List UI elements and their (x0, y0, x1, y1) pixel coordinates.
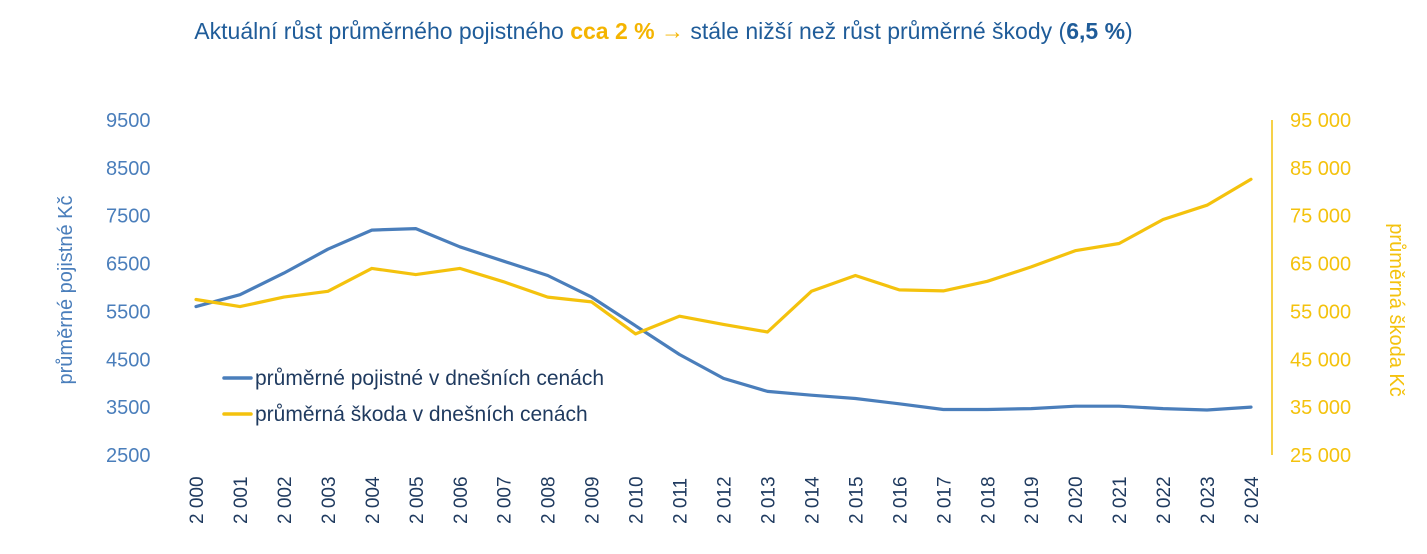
x-tick-label: 2 013 (758, 476, 779, 524)
title-part1: Aktuální růst průměrného pojistného (194, 18, 571, 44)
legend-label-1: průměrné pojistné v dnešních cenách (255, 367, 604, 390)
x-tick-label: 2 008 (539, 476, 560, 524)
x-tick-label: 2 017 (934, 476, 955, 524)
right-tick-label: 65 000 (1290, 254, 1351, 276)
right-tick-label: 85 000 (1290, 158, 1351, 180)
right-tick-label: 75 000 (1290, 206, 1351, 228)
title-highlight: cca 2 % (570, 18, 655, 44)
x-tick-label: 2 009 (583, 476, 604, 524)
x-tick-label: 2 021 (1110, 476, 1131, 524)
x-tick-label: 2 014 (802, 476, 823, 524)
x-axis-ticks: 2 000 2 001 2 002 2 003 2 004 2 005 2 006 2 007… (187, 476, 1263, 524)
title-part2: stále nižší než růst průměrné škody ( (683, 18, 1067, 44)
x-tick-label: 2 020 (1066, 476, 1087, 524)
legend-label-2: průměrná škoda v dnešních cenách (255, 403, 588, 426)
right-axis-ticks: 25 000 35 000 45 000 55 000 65 000 75 000 85 0… (1290, 110, 1351, 467)
x-tick-label: 2 012 (715, 476, 736, 524)
title-part3: ) (1125, 18, 1133, 44)
right-tick-label: 45 000 (1290, 349, 1351, 371)
x-tick-label: 2 010 (627, 476, 648, 524)
x-tick-label: 2 023 (1198, 476, 1219, 524)
x-tick-label: 2 004 (363, 476, 384, 524)
x-tick-label: 2 016 (890, 476, 911, 524)
x-tick-label: 2 011 (671, 478, 692, 524)
left-tick-label: 7500 (106, 206, 151, 228)
x-tick-label: 2 015 (846, 476, 867, 524)
legend: průměrné pojistné v dnešních cenách průmě… (222, 367, 604, 426)
x-tick-label: 2 006 (451, 476, 472, 524)
x-tick-label: 2 002 (275, 476, 296, 524)
x-tick-label: 2 001 (231, 476, 252, 524)
series-line-1 (194, 227, 1253, 412)
title-bold-value: 6,5 % (1066, 18, 1126, 44)
left-axis-ticks: 2500 3500 4500 5500 6500 7500 8500 9500 (106, 110, 151, 467)
left-tick-label: 8500 (106, 158, 151, 180)
x-tick-label: 2 024 (1242, 476, 1263, 524)
x-tick-label: 2 022 (1154, 476, 1175, 524)
left-tick-label: 4500 (106, 349, 151, 371)
x-tick-label: 2 018 (978, 476, 999, 524)
x-tick-label: 2 007 (495, 476, 516, 524)
right-axis-title: průměrná škoda Kč (1385, 223, 1407, 396)
left-tick-label: 3500 (106, 397, 151, 419)
right-tick-label: 55 000 (1290, 301, 1351, 323)
right-tick-label: 35 000 (1290, 397, 1351, 419)
x-tick-label: 2 019 (1022, 476, 1043, 524)
left-tick-label: 5500 (106, 301, 151, 323)
x-tick-label: 2 005 (407, 476, 428, 524)
title-arrow: → (660, 18, 684, 44)
x-tick-label: 2 000 (187, 476, 208, 524)
x-tick-label: 2 003 (319, 476, 340, 524)
series-layer (194, 177, 1253, 412)
chart-title: Aktuální růst průměrného pojistného cca … (0, 18, 1327, 45)
left-tick-label: 6500 (106, 254, 151, 276)
right-tick-label: 95 000 (1290, 110, 1351, 132)
right-tick-label: 25 000 (1290, 445, 1351, 467)
series-line-2 (194, 177, 1253, 336)
left-tick-label: 2500 (106, 445, 151, 467)
left-tick-label: 9500 (106, 110, 151, 132)
left-axis-title: průměrné pojistné Kč (55, 196, 77, 385)
